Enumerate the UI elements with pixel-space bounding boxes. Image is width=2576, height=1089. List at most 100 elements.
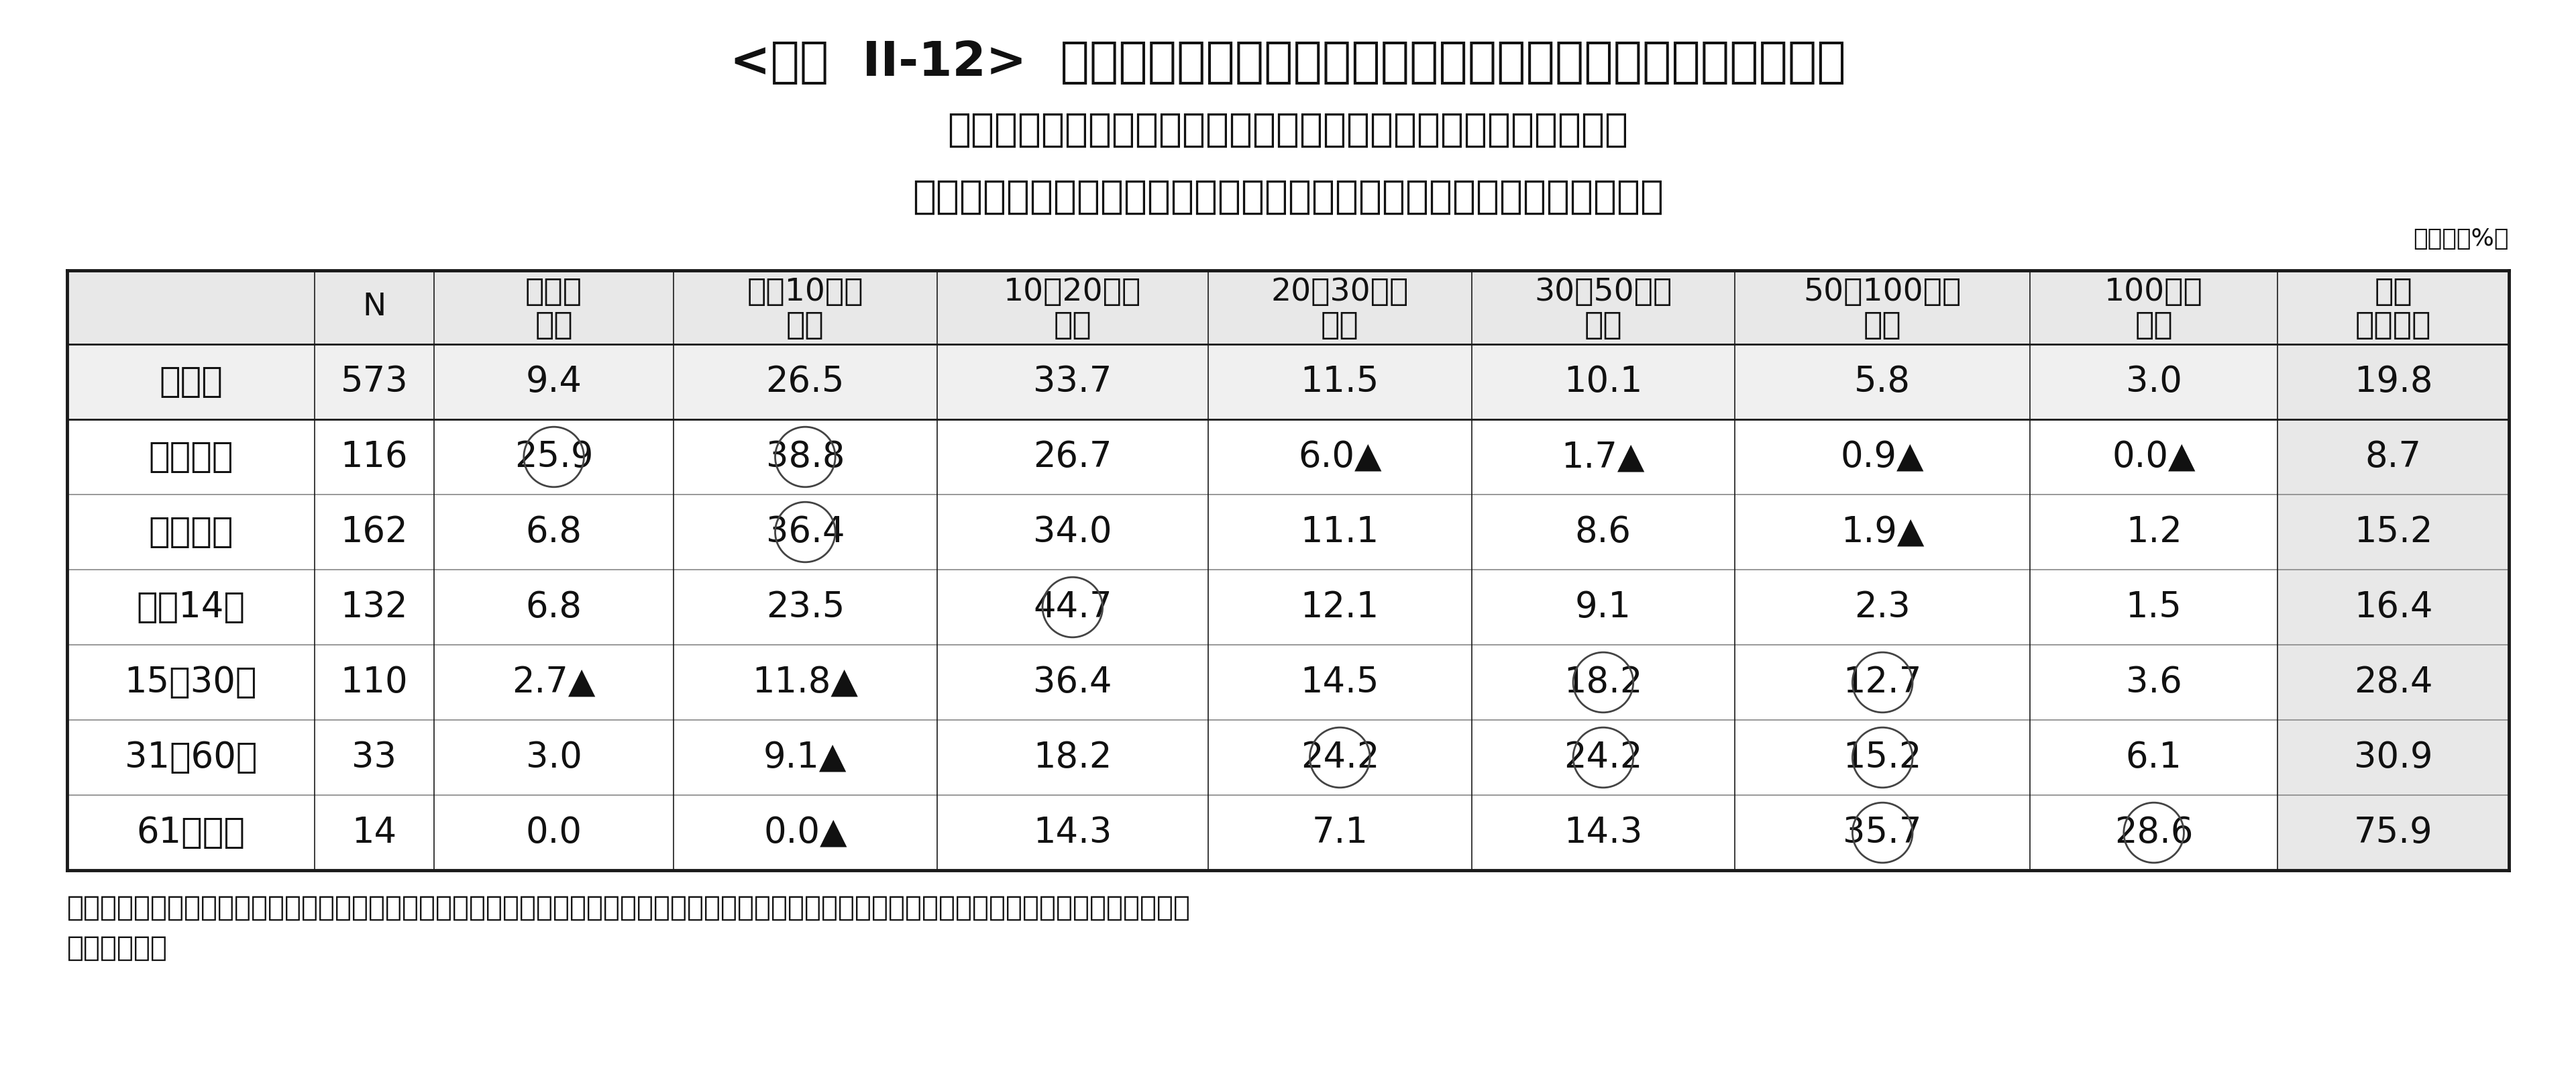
Text: 0.9▲: 0.9▲ — [1842, 440, 1924, 475]
Text: （高額療養費制度を利用した人＋利用しなかった人（適用外含む））］: （高額療養費制度を利用した人＋利用しなかった人（適用外含む））］ — [912, 178, 1664, 216]
Text: 15～30日: 15～30日 — [124, 665, 258, 700]
Text: 15.2: 15.2 — [2354, 515, 2432, 550]
Text: 9.4: 9.4 — [526, 365, 582, 400]
Text: 16.4: 16.4 — [2354, 590, 2432, 625]
Text: N: N — [363, 292, 386, 322]
Text: 未満: 未満 — [786, 311, 824, 341]
Text: 162: 162 — [340, 515, 407, 550]
Text: 12.7: 12.7 — [1844, 665, 1922, 700]
Text: 3.6: 3.6 — [2125, 665, 2182, 700]
Bar — [2277, 570, 2509, 645]
Text: 20～30万円: 20～30万円 — [1270, 278, 1409, 308]
Text: 平均: 平均 — [2375, 278, 2411, 308]
Text: 35.7: 35.7 — [1842, 816, 1922, 851]
Text: 0.0▲: 0.0▲ — [762, 816, 848, 851]
Bar — [67, 270, 2509, 344]
Text: 未満: 未満 — [1321, 311, 1360, 341]
Text: 3.0: 3.0 — [2125, 365, 2182, 400]
Text: 75.9: 75.9 — [2354, 816, 2432, 851]
Text: 6.8: 6.8 — [526, 590, 582, 625]
Text: 24.2: 24.2 — [1301, 741, 1378, 775]
Text: （単位：%）: （単位：%） — [2414, 228, 2509, 250]
Text: 1.5: 1.5 — [2125, 590, 2182, 625]
Text: 1.7▲: 1.7▲ — [1561, 440, 1646, 475]
Text: 26.5: 26.5 — [765, 365, 845, 400]
Text: 30.9: 30.9 — [2354, 741, 2432, 775]
Bar — [2277, 344, 2509, 419]
Text: ５～10万円: ５～10万円 — [747, 278, 863, 308]
Text: 14.5: 14.5 — [1301, 665, 1378, 700]
Text: 6.8: 6.8 — [526, 515, 582, 550]
Text: 19.8: 19.8 — [2354, 365, 2432, 400]
Text: 14.3: 14.3 — [1033, 816, 1113, 851]
Text: 36.4: 36.4 — [1033, 665, 1113, 700]
Bar — [2277, 419, 2509, 494]
Text: 31～60日: 31～60日 — [124, 741, 258, 775]
Text: 9.1▲: 9.1▲ — [762, 741, 848, 775]
Text: 18.2: 18.2 — [1033, 741, 1113, 775]
Text: 未満: 未満 — [1862, 311, 1901, 341]
Text: ５～７日: ５～７日 — [149, 515, 234, 550]
Text: 2.3: 2.3 — [1855, 590, 1911, 625]
Text: 34.0: 34.0 — [1033, 515, 1113, 550]
Text: 以上: 以上 — [2136, 311, 2172, 341]
Text: 6.0▲: 6.0▲ — [1298, 440, 1381, 475]
Text: 7.1: 7.1 — [1311, 816, 1368, 851]
Text: 61日以上: 61日以上 — [137, 816, 245, 851]
Text: 14.3: 14.3 — [1564, 816, 1643, 851]
Text: （万円）: （万円） — [2354, 311, 2432, 341]
Text: <図表  II-12>  直近の入院時の自己負担費用［直近の入院時の入院日数別］: <図表 II-12> 直近の入院時の自己負担費用［直近の入院時の入院日数別］ — [729, 39, 1847, 86]
Text: 2.7▲: 2.7▲ — [513, 665, 595, 700]
Text: 10.1: 10.1 — [1564, 365, 1643, 400]
Text: 1.2: 1.2 — [2125, 515, 2182, 550]
Text: 0.0▲: 0.0▲ — [2112, 440, 2195, 475]
Text: 未満: 未満 — [1584, 311, 1623, 341]
Bar — [67, 344, 2509, 419]
Text: 18.2: 18.2 — [1564, 665, 1643, 700]
Text: 8.7: 8.7 — [2365, 440, 2421, 475]
Text: 33.7: 33.7 — [1033, 365, 1113, 400]
Text: 50～100万円: 50～100万円 — [1803, 278, 1960, 308]
Text: 100万円: 100万円 — [2105, 278, 2202, 308]
Text: 26.7: 26.7 — [1033, 440, 1113, 475]
Text: 8.6: 8.6 — [1574, 515, 1631, 550]
Bar — [2277, 795, 2509, 870]
Text: 利用後の金額: 利用後の金額 — [67, 934, 167, 963]
Bar — [2277, 720, 2509, 795]
Text: 38.8: 38.8 — [765, 440, 845, 475]
Text: 6.1: 6.1 — [2125, 741, 2182, 775]
Text: 0.0: 0.0 — [526, 816, 582, 851]
Text: 10～20万円: 10～20万円 — [1005, 278, 1141, 308]
Text: 12.1: 12.1 — [1301, 590, 1378, 625]
Bar — [2277, 494, 2509, 570]
Text: 11.1: 11.1 — [1301, 515, 1378, 550]
Text: 25.9: 25.9 — [515, 440, 592, 475]
Text: 未満: 未満 — [1054, 311, 1092, 341]
Text: 28.6: 28.6 — [2115, 816, 2192, 851]
Text: 116: 116 — [340, 440, 407, 475]
Bar — [2277, 270, 2509, 344]
Text: 5.8: 5.8 — [1855, 365, 1911, 400]
Text: 23.5: 23.5 — [765, 590, 845, 625]
Text: 30～50万円: 30～50万円 — [1535, 278, 1672, 308]
Bar — [2277, 645, 2509, 720]
Text: 未満: 未満 — [536, 311, 572, 341]
Text: 132: 132 — [340, 590, 407, 625]
Text: 11.5: 11.5 — [1301, 365, 1378, 400]
Text: 33: 33 — [353, 741, 397, 775]
Text: ５万円: ５万円 — [526, 278, 582, 308]
Text: ＊治療費・食事代・差額ベッド代に加え、交通費（見舞いに来る家族の交通費も含む）や衣類、日用品などを含む。高額療養費制度を利用した場合は: ＊治療費・食事代・差額ベッド代に加え、交通費（見舞いに来る家族の交通費も含む）や… — [67, 894, 1190, 922]
Text: ５日未満: ５日未満 — [149, 440, 234, 475]
Text: 3.0: 3.0 — [526, 741, 582, 775]
Text: 15.2: 15.2 — [1844, 741, 1922, 775]
Text: ８～14日: ８～14日 — [137, 590, 245, 625]
Text: ［集計ベース：過去５年間に入院し、自己負担費用を支払った人: ［集計ベース：過去５年間に入院し、自己負担費用を支払った人 — [948, 110, 1628, 148]
Text: 9.1: 9.1 — [1574, 590, 1631, 625]
Text: 14: 14 — [353, 816, 397, 851]
Text: 36.4: 36.4 — [765, 515, 845, 550]
Text: 110: 110 — [340, 665, 407, 700]
Text: 573: 573 — [340, 365, 407, 400]
Text: 11.8▲: 11.8▲ — [752, 665, 858, 700]
Text: 全　体: 全 体 — [160, 365, 222, 400]
Text: 1.9▲: 1.9▲ — [1842, 515, 1924, 550]
